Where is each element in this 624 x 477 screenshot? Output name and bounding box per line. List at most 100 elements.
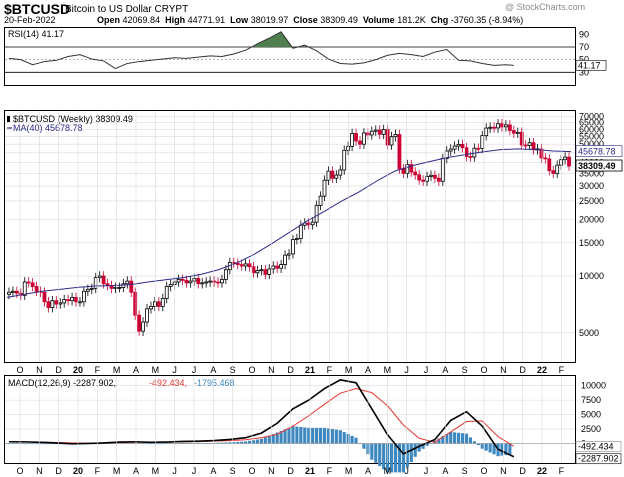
close-label: Close [293,15,318,25]
rsi-overbought-fill [251,31,309,47]
candle-body [468,156,473,158]
macd-histogram-bar [464,433,469,444]
macd-histogram-bar [220,442,224,444]
x-tick-label-bottom: F [95,466,101,476]
macd-histogram-bar [267,435,271,444]
candle-body [153,301,157,307]
x-tick-label-bottom: J [404,466,409,476]
candle-body [26,281,31,284]
x-tick-label: F [95,365,101,375]
x-tick-label: N [268,365,275,375]
macd-histogram-bar [271,434,275,444]
candle-body [484,127,489,137]
candle-body [539,148,544,159]
candle-body [145,308,149,323]
candle-body [310,221,315,226]
macd-histogram-bar [480,443,484,449]
candle-body [247,263,252,268]
candle-body [129,280,134,293]
x-tick-label-bottom: D [519,466,526,476]
macd-histogram-bar [251,440,256,444]
candle-body [121,283,126,288]
x-tick-label: D [519,365,526,375]
high-value: 44771.91 [187,15,226,25]
macd-last-box [575,453,622,465]
candle-body [78,301,82,304]
x-tick-label-bottom: A [133,466,139,476]
macd-histogram-bar [342,432,346,444]
price-tick-label: 55000 [579,131,604,141]
candle-body [318,195,323,206]
x-tick-label-bottom: D [287,466,294,476]
x-tick-label-bottom: N [500,466,507,476]
candle-body [354,133,358,142]
x-tick-label: A [210,365,216,375]
candle-body [160,298,165,307]
candle-body [551,170,556,174]
x-tick-label: A [133,365,139,375]
candle-body [567,156,571,167]
macd-histogram-bar [334,429,338,444]
candle-body [417,174,422,181]
candle-body [259,269,264,272]
macd-histogram-bar [247,440,252,444]
candle-body [555,164,560,174]
candle-body [82,290,86,303]
macd-histogram-bar [445,434,449,444]
price-tick-label: 5000 [579,328,599,338]
candle-body [330,170,335,179]
price-tick-label: 35000 [579,168,604,178]
x-tick-label-bottom: J [172,466,177,476]
candle-body [176,278,181,283]
candle-body [283,254,287,265]
macd-histogram-bar [279,430,283,444]
candle-body [519,131,524,146]
candle-body [452,145,457,150]
macd-histogram-bar [303,427,307,444]
macd-histogram-bar [307,427,311,444]
macd-signal-last-label: -492.434 [578,441,614,451]
price-tick-label: 25000 [579,196,604,206]
macd-histogram-legend: -1795.468 [194,378,235,388]
candle-body [184,279,189,284]
macd-tick-label: 5000 [581,410,601,420]
candle-body [208,280,213,283]
x-tick-label-bottom: O [480,466,487,476]
candle-body [58,302,63,305]
candle-body [464,147,469,157]
macd-histogram-bar [378,443,382,467]
x-tick-label-bottom: O [248,466,255,476]
price-tick-label: 65000 [579,118,604,128]
candle-body [212,280,216,283]
macd-histogram-bar [354,437,358,444]
x-tick-label-bottom: M [384,466,392,476]
rsi-last-label: 41.17 [578,60,601,70]
x-tick-label: O [16,365,23,375]
macd-histogram-bar [244,441,248,444]
macd-histogram-bar [145,443,149,445]
macd-histogram-bar [287,427,291,444]
price-tick-label: 70000 [579,112,604,122]
macd-histogram-bar [350,435,354,444]
candle-body [358,140,362,145]
macd-histogram-bar [263,437,267,444]
candle-body [204,281,209,284]
x-tick-label-bottom: J [424,466,429,476]
macd-histogram-bar [409,443,413,462]
candle-body [156,301,161,307]
candle-body [220,278,224,284]
candle-body [563,156,567,161]
candle-body [291,239,295,255]
candle-body [500,123,504,128]
candle-body [70,297,74,302]
candle-body [515,131,520,134]
macd-histogram-bar [401,443,405,473]
x-tick-label: M [384,365,392,375]
macd-histogram-bar [31,443,35,445]
price-tick-label: 30000 [579,181,604,191]
candle-body [74,297,78,303]
candle-body [448,148,453,152]
candle-body [279,264,284,269]
open-value: 42069.84 [122,15,161,25]
